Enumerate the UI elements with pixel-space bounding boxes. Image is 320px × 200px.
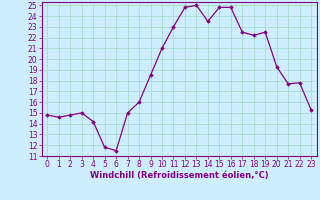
X-axis label: Windchill (Refroidissement éolien,°C): Windchill (Refroidissement éolien,°C) — [90, 171, 268, 180]
